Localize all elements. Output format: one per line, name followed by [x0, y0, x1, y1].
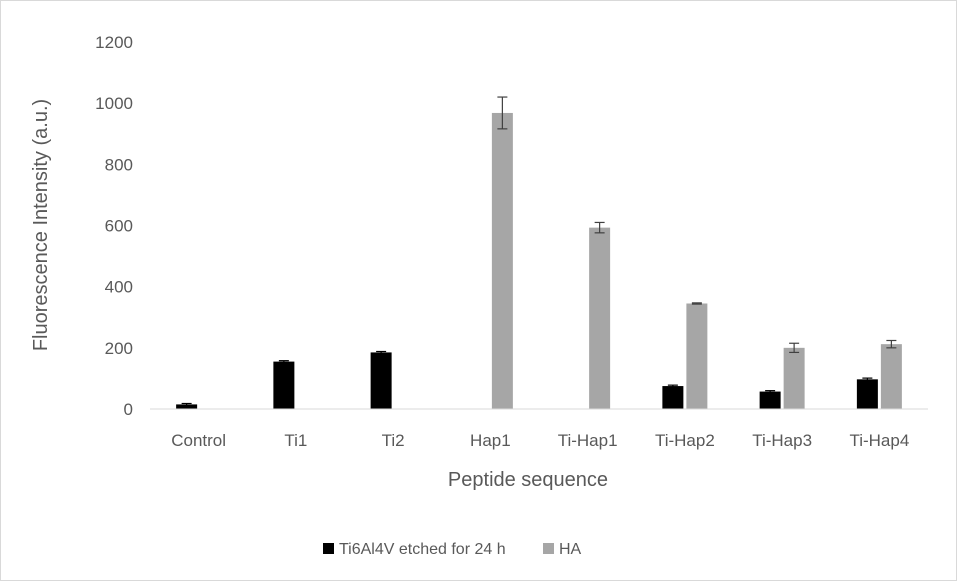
- bar-ti6al4v: [370, 352, 392, 409]
- bar-ha: [589, 227, 611, 409]
- legend-label-ti6al4v: Ti6Al4V etched for 24 h: [339, 541, 506, 558]
- y-axis-ticks: 0 200 400 600 800 1000 1200: [95, 33, 133, 419]
- error-bar-ti6al4v: [376, 350, 387, 354]
- bar-ha: [783, 347, 805, 409]
- y-tick-label: 0: [124, 400, 133, 419]
- error-bar-ti6al4v: [765, 390, 776, 394]
- x-tick-label: Control: [171, 431, 226, 450]
- x-tick-label: Ti1: [284, 431, 307, 450]
- y-axis-title: Fluorescence Intensity (a.u.): [30, 99, 52, 351]
- y-tick-label: 400: [105, 278, 133, 297]
- x-axis-title: Peptide sequence: [448, 469, 608, 491]
- error-bars: [181, 96, 897, 406]
- error-bar-ha: [497, 96, 508, 130]
- x-tick-label: Ti-Hap2: [655, 431, 715, 450]
- x-tick-label: Ti2: [382, 431, 405, 450]
- bar-ti6al4v: [176, 404, 198, 409]
- x-tick-label: Hap1: [470, 431, 511, 450]
- y-tick-label: 800: [105, 155, 133, 174]
- bar-ha: [491, 112, 513, 409]
- x-axis-ticks: Control Ti1 Ti2 Hap1 Ti-Hap1 Ti-Hap2 Ti-Hap3 Ti…: [171, 431, 909, 450]
- error-bar-ti6al4v: [667, 384, 678, 388]
- legend-swatch-ha: [543, 543, 554, 554]
- error-bar-ha: [691, 302, 702, 305]
- bar-ti6al4v: [856, 379, 878, 409]
- bar-ha: [880, 344, 902, 409]
- error-bar-ti6al4v: [278, 360, 289, 364]
- error-bar-ha: [594, 221, 605, 234]
- legend: Ti6Al4V etched for 24 h HA: [323, 541, 582, 558]
- legend-swatch-ti6al4v: [323, 543, 334, 554]
- error-bar-ti6al4v: [862, 377, 873, 382]
- y-tick-label: 1000: [95, 94, 133, 113]
- error-bar-ti6al4v: [181, 402, 192, 406]
- bar-ti6al4v: [759, 391, 781, 409]
- legend-label-ha: HA: [559, 541, 582, 558]
- bars: [176, 112, 902, 409]
- y-tick-label: 1200: [95, 33, 133, 52]
- error-bar-ha: [789, 342, 800, 354]
- x-tick-label: Ti-Hap1: [558, 431, 618, 450]
- bar-ti6al4v: [273, 361, 295, 409]
- bar-ti6al4v: [662, 386, 684, 409]
- x-tick-label: Ti-Hap3: [752, 431, 812, 450]
- y-tick-label: 600: [105, 217, 133, 236]
- y-tick-label: 200: [105, 339, 133, 358]
- error-bar-ha: [886, 339, 897, 349]
- bar-ha: [686, 303, 708, 409]
- x-tick-label: Ti-Hap4: [849, 431, 909, 450]
